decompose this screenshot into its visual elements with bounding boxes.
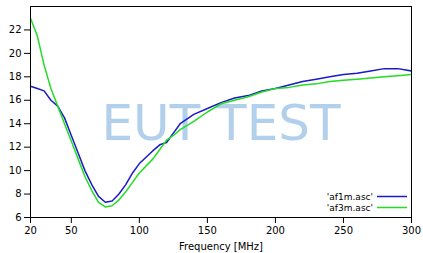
svg-text:12: 12: [9, 141, 22, 152]
svg-text:200: 200: [266, 225, 285, 236]
svg-text:8: 8: [15, 188, 21, 199]
svg-text:18: 18: [9, 71, 22, 82]
svg-text:14: 14: [9, 118, 22, 129]
svg-text:'af3m.asc': 'af3m.asc': [327, 203, 373, 213]
svg-text:16: 16: [9, 94, 22, 105]
svg-text:20: 20: [9, 48, 22, 59]
svg-text:20: 20: [24, 225, 37, 236]
svg-text:6: 6: [15, 212, 21, 223]
svg-text:EUT TEST: EUT TEST: [101, 94, 341, 152]
svg-text:300: 300: [402, 225, 421, 236]
svg-text:100: 100: [130, 225, 149, 236]
svg-text:22: 22: [9, 24, 22, 35]
svg-text:Frequency [MHz]: Frequency [MHz]: [179, 241, 263, 252]
svg-text:50: 50: [65, 225, 78, 236]
svg-text:10: 10: [9, 165, 22, 176]
svg-text:250: 250: [334, 225, 353, 236]
svg-text:'af1m.asc': 'af1m.asc': [327, 192, 373, 202]
svg-text:150: 150: [198, 225, 217, 236]
